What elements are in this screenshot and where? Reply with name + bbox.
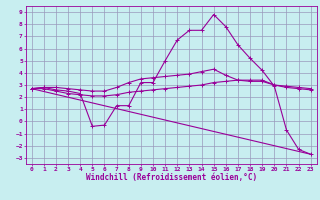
X-axis label: Windchill (Refroidissement éolien,°C): Windchill (Refroidissement éolien,°C) (86, 173, 257, 182)
